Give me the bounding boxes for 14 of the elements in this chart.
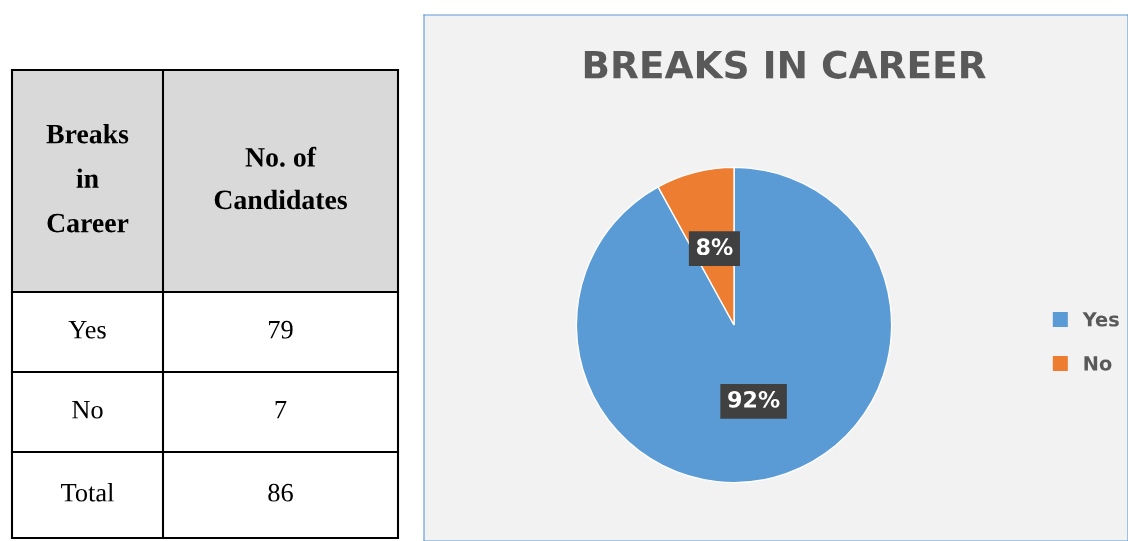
pie-slice [575, 166, 893, 484]
text: No. of Candidates [214, 146, 347, 210]
text: Yes [68, 321, 106, 339]
data-label: 8% [696, 238, 733, 256]
legend-label: No [1084, 356, 1112, 371]
text: Total [61, 483, 114, 502]
data-label: 92% [728, 390, 780, 408]
text: 79 [269, 320, 293, 339]
chart-title: BREAKS IN CAREER [584, 50, 986, 79]
text: Breaks in Career [46, 123, 129, 233]
legend-label: Yes [1082, 312, 1119, 327]
text: No [72, 401, 103, 419]
text: 7 [275, 401, 287, 419]
text: 86 [268, 483, 293, 502]
